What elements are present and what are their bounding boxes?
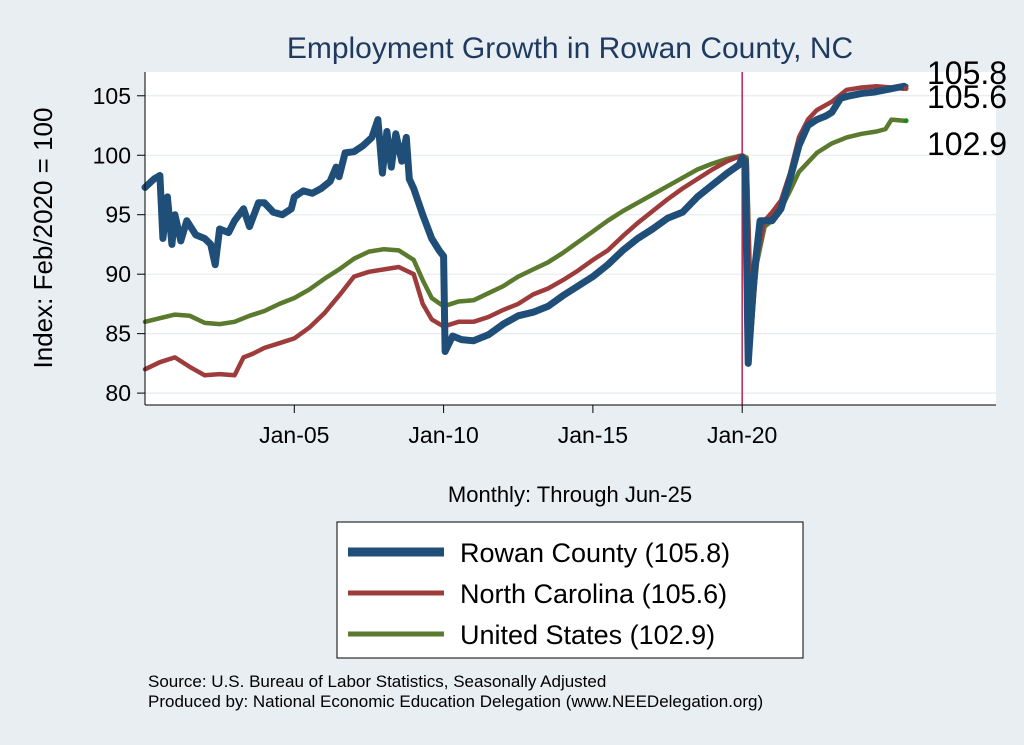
- x-tick-label: Jan-10: [408, 422, 478, 448]
- plot-area: [145, 72, 996, 405]
- x-tick-label: Jan-05: [259, 422, 329, 448]
- series-line-rowan-county: [141, 82, 908, 367]
- legend-label: North Carolina (105.6): [460, 579, 727, 609]
- x-axis-label: Monthly: Through Jun-25: [448, 482, 692, 507]
- y-axis-label: Index: Feb/2020 = 100: [28, 108, 58, 369]
- series-layer: [141, 82, 908, 378]
- x-tick-label: Jan-20: [707, 422, 777, 448]
- series-line-united-states: [142, 117, 907, 327]
- y-tick-label: 85: [105, 321, 131, 347]
- y-tick-label: 95: [105, 202, 131, 228]
- axes: 80 85 90 95 100 105 Jan-05 Jan-10 Jan-15 Jan-20: [93, 72, 996, 448]
- end-label: 105.6: [927, 79, 1007, 115]
- source-note: Source: U.S. Bureau of Labor Statistics,…: [148, 672, 607, 691]
- legend-label: United States (102.9): [460, 620, 715, 650]
- end-marker: [903, 118, 909, 124]
- y-tick-label: 100: [93, 142, 131, 168]
- end-label: 105.8: [927, 55, 1007, 91]
- end-label: 102.9: [927, 126, 1007, 162]
- producer-note: Produced by: National Economic Education…: [148, 692, 764, 711]
- x-tick-label: Jan-15: [558, 422, 628, 448]
- y-tick-label: 90: [105, 261, 131, 287]
- y-tick-label: 105: [93, 83, 131, 109]
- legend: Rowan County (105.8) North Carolina (105.…: [348, 538, 730, 650]
- y-tick-label: 80: [105, 380, 131, 406]
- chart-title: Employment Growth in Rowan County, NC: [287, 32, 853, 65]
- legend-label: Rowan County (105.8): [460, 538, 730, 568]
- end-marker: [903, 86, 909, 92]
